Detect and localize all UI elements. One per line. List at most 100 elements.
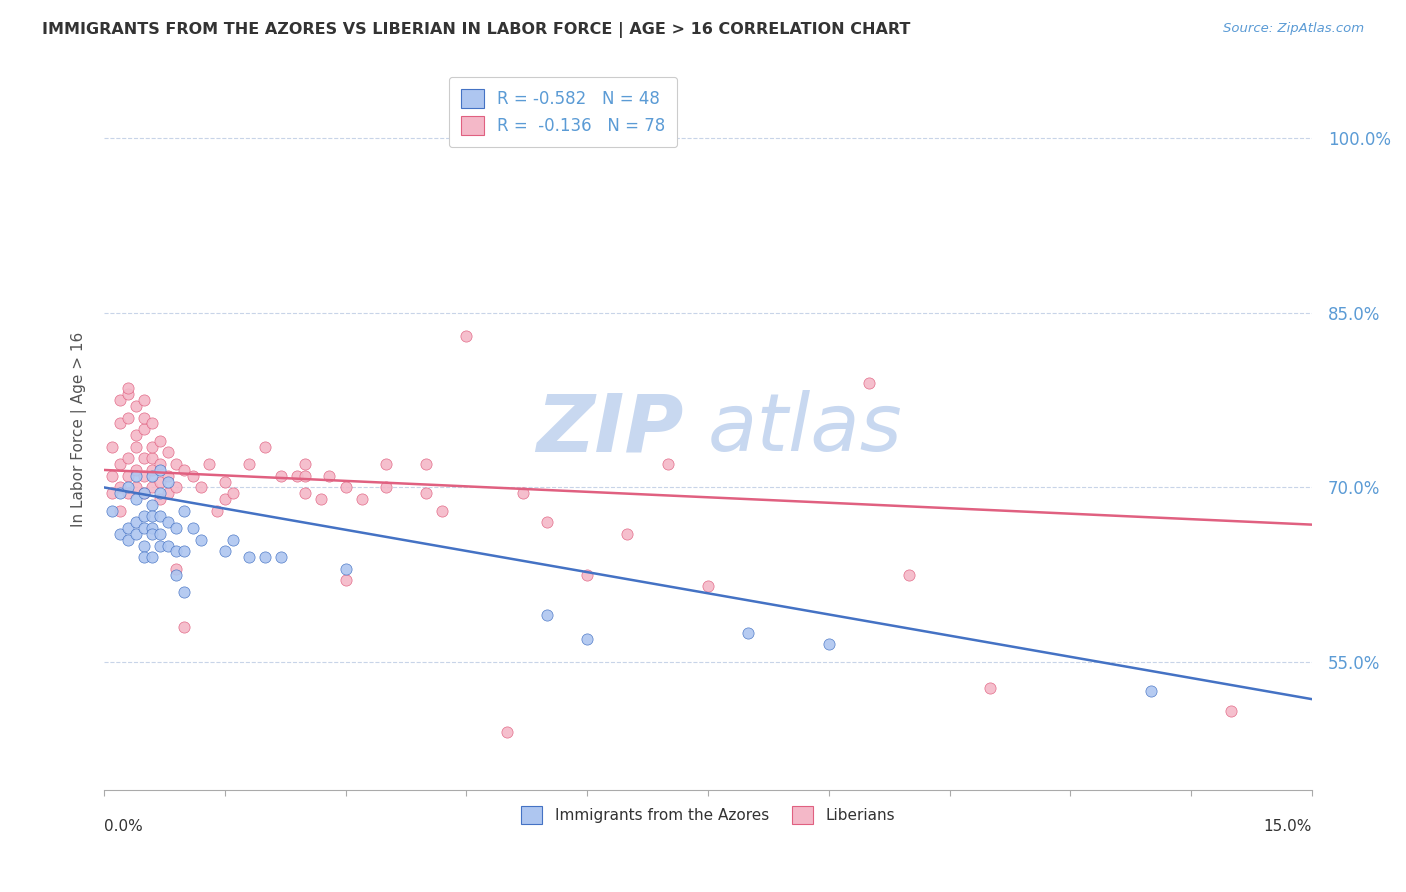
Point bbox=[173, 544, 195, 558]
Point bbox=[979, 681, 1001, 695]
Point bbox=[141, 550, 163, 565]
Point bbox=[141, 498, 163, 512]
Point bbox=[270, 468, 292, 483]
Point bbox=[253, 440, 276, 454]
Point bbox=[108, 393, 131, 408]
Point bbox=[134, 410, 156, 425]
Point bbox=[1220, 704, 1243, 718]
Point bbox=[318, 468, 340, 483]
Point bbox=[294, 457, 316, 471]
Point bbox=[149, 434, 172, 448]
Point bbox=[141, 451, 163, 466]
Point bbox=[173, 463, 195, 477]
Point bbox=[117, 468, 139, 483]
Point bbox=[101, 468, 124, 483]
Point bbox=[190, 533, 212, 547]
Point bbox=[108, 527, 131, 541]
Point bbox=[134, 468, 156, 483]
Point bbox=[141, 463, 163, 477]
Point bbox=[108, 457, 131, 471]
Text: 0.0%: 0.0% bbox=[104, 819, 142, 834]
Point bbox=[117, 382, 139, 396]
Point bbox=[125, 468, 148, 483]
Point bbox=[117, 533, 139, 547]
Point bbox=[294, 486, 316, 500]
Point bbox=[141, 468, 163, 483]
Point bbox=[157, 475, 180, 489]
Point bbox=[134, 539, 156, 553]
Point bbox=[117, 486, 139, 500]
Point bbox=[456, 329, 478, 343]
Point bbox=[108, 486, 131, 500]
Point bbox=[238, 457, 260, 471]
Point bbox=[205, 504, 228, 518]
Point bbox=[536, 516, 558, 530]
Point bbox=[125, 516, 148, 530]
Point bbox=[101, 486, 124, 500]
Point bbox=[141, 509, 163, 524]
Point bbox=[697, 579, 720, 593]
Point bbox=[141, 480, 163, 494]
Point bbox=[165, 457, 187, 471]
Point bbox=[165, 567, 187, 582]
Point bbox=[898, 567, 921, 582]
Point bbox=[1140, 684, 1163, 698]
Point bbox=[858, 376, 880, 390]
Text: IMMIGRANTS FROM THE AZORES VS LIBERIAN IN LABOR FORCE | AGE > 16 CORRELATION CHA: IMMIGRANTS FROM THE AZORES VS LIBERIAN I… bbox=[42, 22, 911, 38]
Text: atlas: atlas bbox=[709, 390, 903, 468]
Point bbox=[117, 521, 139, 535]
Point bbox=[125, 527, 148, 541]
Point bbox=[117, 451, 139, 466]
Point bbox=[576, 632, 599, 646]
Point bbox=[616, 527, 638, 541]
Point bbox=[134, 550, 156, 565]
Point bbox=[157, 445, 180, 459]
Point bbox=[134, 486, 156, 500]
Point bbox=[125, 480, 148, 494]
Point bbox=[222, 486, 245, 500]
Point bbox=[214, 475, 236, 489]
Point bbox=[108, 417, 131, 431]
Point bbox=[415, 486, 437, 500]
Point bbox=[157, 486, 180, 500]
Point bbox=[173, 585, 195, 599]
Point bbox=[737, 625, 759, 640]
Point bbox=[101, 504, 124, 518]
Point bbox=[149, 457, 172, 471]
Y-axis label: In Labor Force | Age > 16: In Labor Force | Age > 16 bbox=[72, 332, 87, 527]
Point bbox=[181, 468, 204, 483]
Point bbox=[108, 480, 131, 494]
Point bbox=[149, 491, 172, 506]
Point bbox=[374, 457, 396, 471]
Point bbox=[157, 468, 180, 483]
Point bbox=[214, 491, 236, 506]
Point bbox=[117, 480, 139, 494]
Point bbox=[125, 428, 148, 442]
Point bbox=[335, 574, 357, 588]
Point bbox=[285, 468, 308, 483]
Point bbox=[134, 393, 156, 408]
Point bbox=[165, 544, 187, 558]
Point bbox=[253, 550, 276, 565]
Point bbox=[335, 480, 357, 494]
Point bbox=[149, 475, 172, 489]
Text: ZIP: ZIP bbox=[537, 390, 683, 468]
Point bbox=[134, 521, 156, 535]
Point bbox=[141, 440, 163, 454]
Point bbox=[149, 509, 172, 524]
Point bbox=[108, 504, 131, 518]
Point bbox=[134, 422, 156, 436]
Point bbox=[270, 550, 292, 565]
Point bbox=[576, 567, 599, 582]
Point bbox=[294, 468, 316, 483]
Point bbox=[134, 486, 156, 500]
Point bbox=[125, 463, 148, 477]
Point bbox=[311, 491, 333, 506]
Text: Source: ZipAtlas.com: Source: ZipAtlas.com bbox=[1223, 22, 1364, 36]
Point bbox=[181, 521, 204, 535]
Point bbox=[173, 504, 195, 518]
Point bbox=[134, 451, 156, 466]
Point bbox=[141, 521, 163, 535]
Point bbox=[335, 562, 357, 576]
Point bbox=[214, 544, 236, 558]
